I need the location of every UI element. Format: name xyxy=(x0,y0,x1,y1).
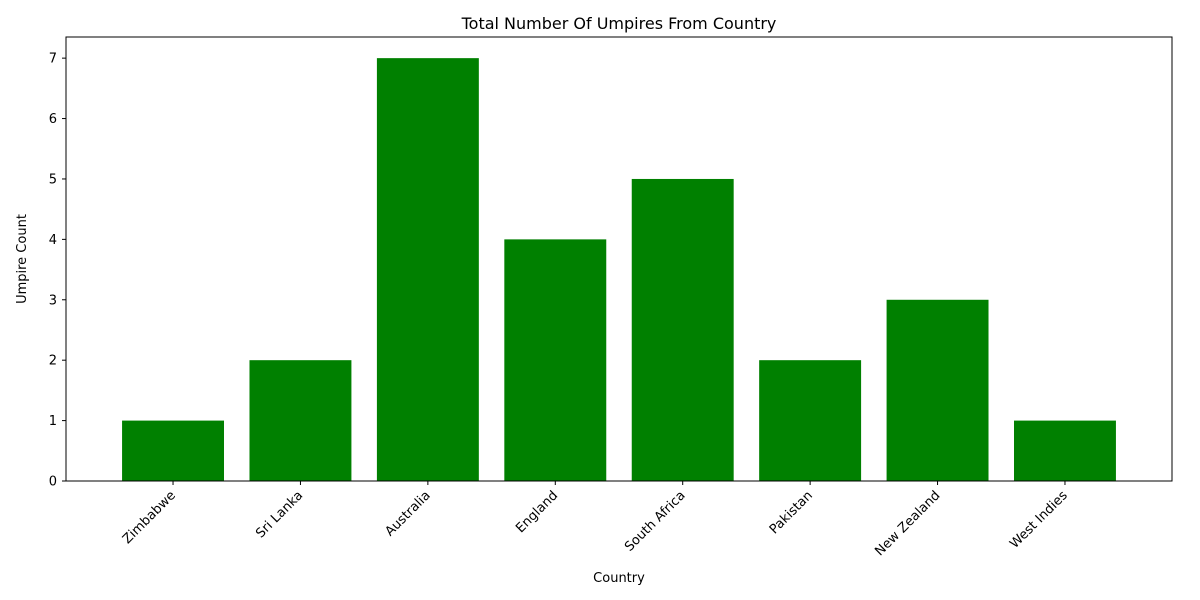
plot-frame xyxy=(65,36,1173,482)
bars-group xyxy=(122,58,1116,482)
bar-sri-lanka xyxy=(249,360,352,481)
y-tick-label: 1 xyxy=(49,414,57,429)
bar-south-africa xyxy=(631,178,734,482)
x-tick-label: New Zealand xyxy=(872,488,943,559)
bar-england xyxy=(504,239,607,481)
chart-title: Total Number Of Umpires From Country xyxy=(461,14,777,33)
bar-australia xyxy=(376,58,479,482)
y-tick-label: 7 xyxy=(49,52,57,67)
x-tick-label: Zimbabwe xyxy=(120,488,179,547)
bar-new-zealand xyxy=(886,299,989,481)
y-axis-ticks: 0 1 2 3 4 5 6 7 xyxy=(49,52,66,490)
y-axis-label: Umpire Count xyxy=(15,214,30,304)
x-tick-label: Sri Lanka xyxy=(253,488,306,541)
x-tick-label: West Indies xyxy=(1007,488,1071,552)
y-tick-label: 0 xyxy=(49,475,57,490)
x-tick-label: England xyxy=(513,488,561,536)
bar-west-indies xyxy=(1014,420,1116,481)
y-tick-label: 3 xyxy=(49,293,57,308)
bar-zimbabwe xyxy=(122,420,224,481)
x-axis-ticks: Zimbabwe Sri Lanka Australia England South A… xyxy=(120,481,1071,559)
x-tick-label: Pakistan xyxy=(767,488,816,537)
y-tick-label: 5 xyxy=(49,172,57,187)
y-tick-label: 6 xyxy=(49,112,57,127)
x-axis-label: Country xyxy=(593,571,645,586)
bar-pakistan xyxy=(759,360,862,481)
x-tick-label: Australia xyxy=(382,488,433,539)
y-tick-label: 4 xyxy=(49,233,57,248)
y-tick-label: 2 xyxy=(49,354,57,369)
x-tick-label: South Africa xyxy=(622,488,688,554)
